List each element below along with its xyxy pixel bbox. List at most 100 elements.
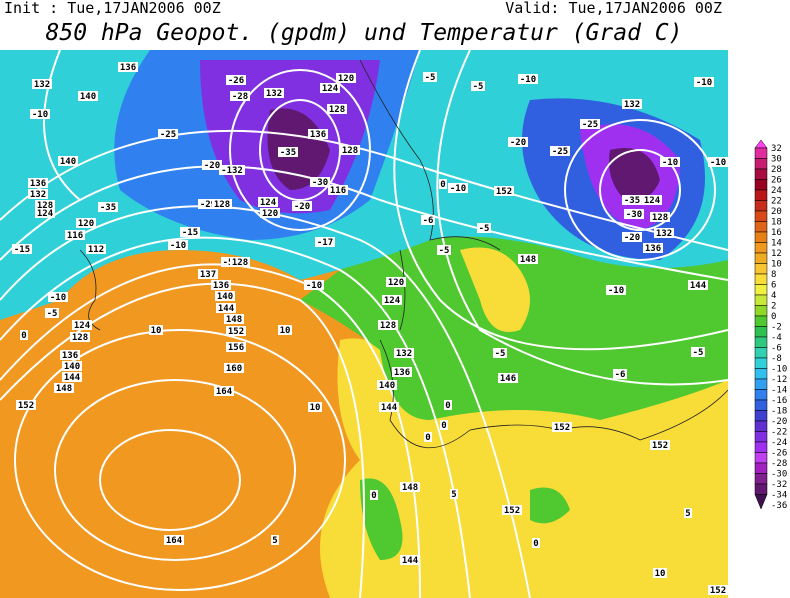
contour-label: 10 (280, 326, 291, 336)
colorbar-swatch (754, 420, 768, 432)
contour-label: -6 (423, 216, 434, 226)
contour-label-box (62, 372, 82, 382)
contour-label: 136 (213, 281, 229, 291)
contour-label: 152 (554, 423, 570, 433)
contour-label: -10 (450, 184, 466, 194)
contour-label-box (320, 83, 340, 93)
contour-label: 144 (381, 403, 398, 413)
contour-label-box (622, 195, 642, 205)
colorbar-swatch (754, 263, 768, 275)
contour-label-box (440, 420, 448, 430)
colorbar-swatch (754, 168, 768, 180)
contour-label: -25 (582, 120, 598, 130)
colorbar-label: 8 (771, 270, 776, 280)
contour-label-box (580, 119, 600, 129)
colorbar-swatch (754, 431, 768, 443)
contour-label-box (258, 197, 278, 207)
contour-label-box (264, 88, 284, 98)
contour-label: -10 (170, 241, 186, 251)
contour-label-box (16, 400, 36, 410)
contour-label-box (28, 178, 48, 188)
contour-label-box (336, 73, 356, 83)
contour-label: 146 (500, 374, 516, 384)
contour-label-box (448, 183, 468, 193)
contour-label-box (76, 218, 96, 228)
colorbar-swatch (754, 158, 768, 170)
contour-label: 124 (644, 196, 661, 206)
contour-label: -29 (200, 200, 216, 210)
colorbar-swatch (754, 389, 768, 401)
colorbar-label: -4 (771, 333, 782, 343)
contour-label: 164 (216, 387, 233, 397)
contour-label: -10 (50, 293, 66, 303)
valid-time: Valid: Tue,17JAN2006 00Z (505, 0, 722, 17)
contour-label-box (86, 244, 106, 254)
colorbar-swatch (754, 441, 768, 453)
contour-label: 136 (62, 351, 78, 361)
contour-label: 132 (624, 100, 640, 110)
contour-label: 128 (329, 105, 345, 115)
contour-label: 124 (322, 84, 339, 94)
colorbar-swatch (754, 284, 768, 296)
contour-label-box (340, 145, 360, 155)
contour-label-box (708, 585, 728, 595)
contour-label: 144 (218, 304, 235, 314)
contour-label: -35 (280, 148, 296, 158)
contour-label: 0 (21, 331, 26, 341)
contour-label: -5 (479, 224, 490, 234)
colorbar-label: -28 (771, 459, 787, 469)
colorbar-label: 0 (771, 312, 776, 322)
contour-label: 144 (690, 281, 707, 291)
contour-label-box (650, 212, 670, 222)
contour-label-box (198, 199, 218, 209)
init-time: Init : Tue,17JAN2006 00Z (4, 0, 221, 17)
contour-label: 124 (384, 296, 401, 306)
contour-label-box (198, 269, 218, 279)
contour-label-box (493, 348, 507, 358)
contour-label: 10 (151, 326, 162, 336)
contour-label: -30 (626, 210, 642, 220)
contour-label-box (328, 185, 348, 195)
contour-label: 0 (441, 421, 446, 431)
contour-label: -35 (100, 203, 116, 213)
contour-label: -20 (204, 161, 220, 171)
contour-label-box (72, 320, 92, 330)
contour-label: 132 (396, 349, 412, 359)
colorbar-swatch (754, 221, 768, 233)
colorbar-label: 16 (771, 228, 782, 238)
contour-label: 144 (402, 556, 419, 566)
contour-label-box (606, 285, 626, 295)
contour-label-box (622, 99, 642, 109)
colorbar-label: -12 (771, 375, 787, 385)
colorbar-swatch (754, 231, 768, 243)
contour-label-box (278, 325, 292, 335)
contour-label-box (226, 342, 246, 352)
contour-label: -25 (160, 130, 176, 140)
colorbar-arrow (754, 494, 768, 510)
contour-label: 120 (338, 74, 354, 84)
contour-label-box (98, 202, 118, 212)
contour-label: 132 (656, 229, 672, 239)
colorbar-swatch (754, 336, 768, 348)
contour-label-box (654, 228, 674, 238)
colorbar-swatch (754, 252, 768, 264)
contour-label: 152 (496, 187, 512, 197)
contour-label-box (230, 91, 250, 101)
colorbar-label: 2 (771, 302, 776, 312)
contour-label-box (308, 402, 322, 412)
contour-label-box (271, 535, 279, 545)
contour-label-box (494, 186, 514, 196)
contour-label-box (35, 208, 55, 218)
contour-label: 5 (272, 536, 277, 546)
colorbar-swatch (754, 452, 768, 464)
contour-label: 120 (78, 219, 94, 229)
contour-label-box (60, 350, 80, 360)
colorbar-label: -32 (771, 480, 787, 490)
contour-label: -5 (439, 246, 450, 256)
contour-label: 144 (64, 373, 81, 383)
colorbar-label: -18 (771, 407, 787, 417)
contour-label-box (221, 257, 235, 267)
contour-label: -20 (624, 233, 640, 243)
contour-label-box (377, 380, 397, 390)
